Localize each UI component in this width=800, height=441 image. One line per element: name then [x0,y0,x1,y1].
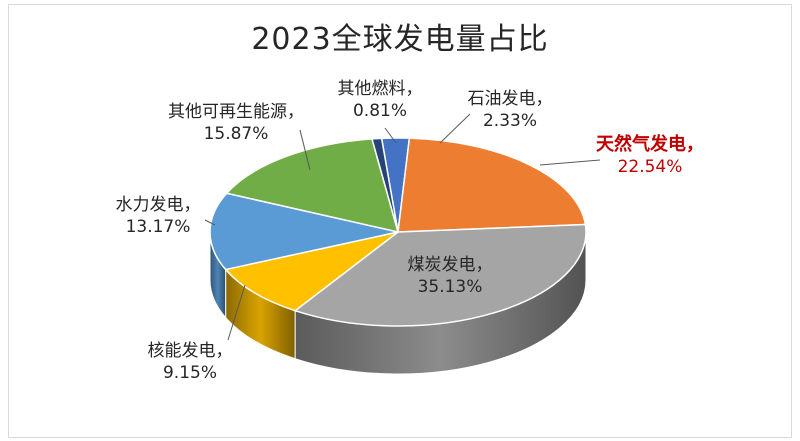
pie-slice-2 [397,137,587,233]
slice-label-1: 石油发电， [468,89,553,109]
leader-line-2 [539,159,601,166]
slice-label-7: 其他燃料， [338,79,423,99]
slice-value-1: 2.33% [483,111,537,131]
slice-value-7: 0.81% [353,101,407,121]
pie-slice-3 [293,223,587,327]
slice-value-6: 15.87% [204,124,269,144]
slice-label-2: 天然气发电， [596,133,704,155]
slice-label-6: 其他可再生能源， [168,102,304,122]
pie-slice-6 [225,138,400,234]
slice-value-2: 22.54% [618,157,683,177]
chart-title: 2023全球发电量占比 [251,22,548,57]
slice-label-5: 水力发电， [116,195,201,215]
leader-line-6 [299,129,311,171]
pie-slice-5 [209,192,399,271]
pie-slice-4 [224,231,399,312]
leader-line-7 [384,127,397,144]
leader-line-5 [204,219,216,226]
leader-line-4 [227,284,246,341]
leader-line-1 [439,113,471,144]
slice-value-5: 13.17% [126,217,191,237]
slice-value-3: 35.13% [418,277,483,297]
slice-label-3: 煤炭发电， [408,255,493,275]
slice-value-4: 9.15% [163,363,217,383]
slice-label-4: 核能发电， [148,341,233,361]
pie-slice-7 [371,137,399,233]
